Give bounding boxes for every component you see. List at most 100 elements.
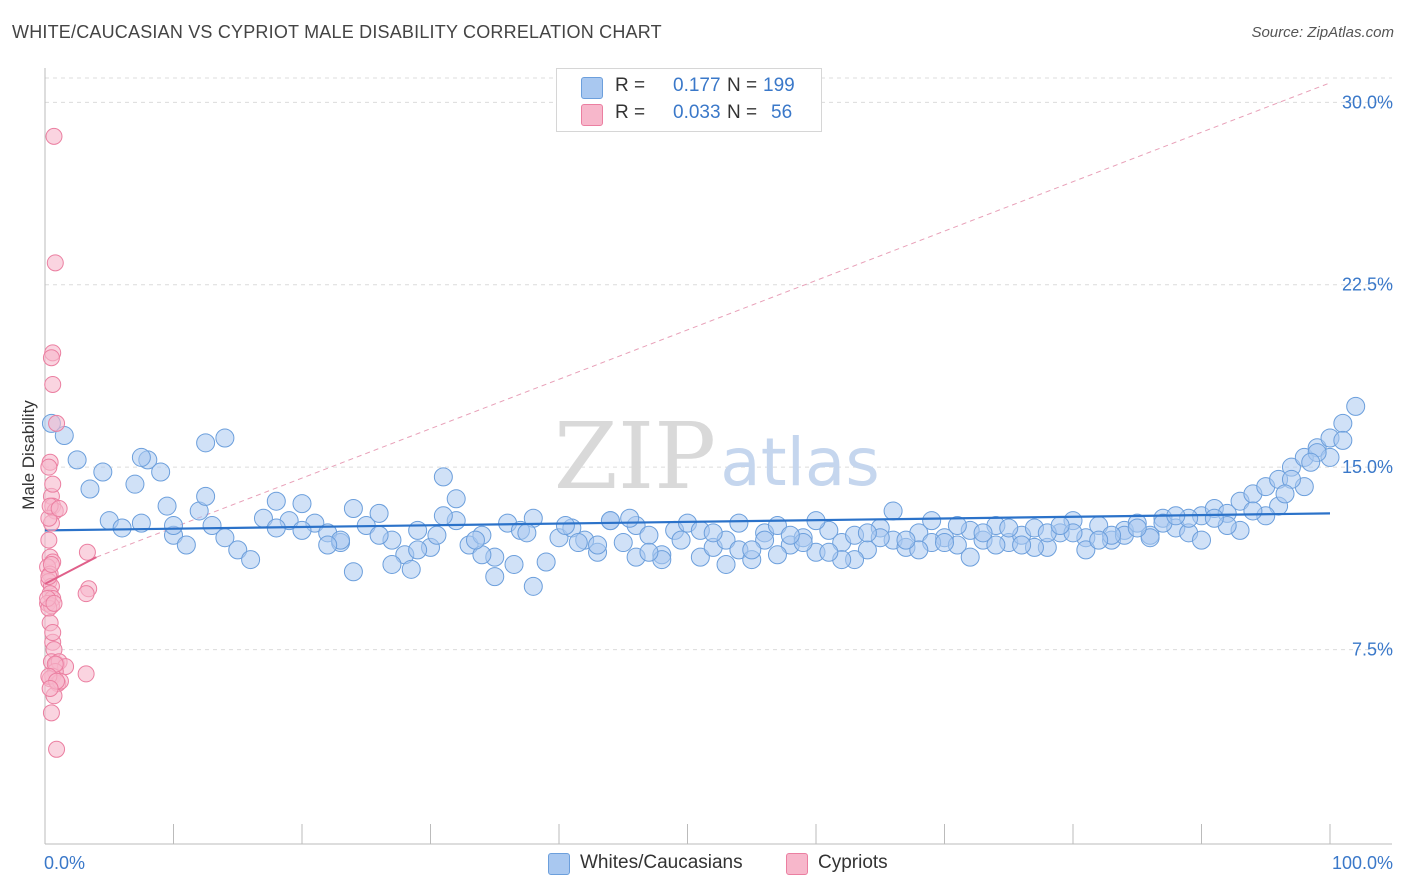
white-point bbox=[620, 508, 640, 528]
white-point bbox=[755, 530, 775, 550]
white-point bbox=[1275, 484, 1295, 504]
white-point bbox=[215, 428, 235, 448]
white-point bbox=[1050, 516, 1070, 536]
white-point bbox=[613, 533, 633, 553]
white-point bbox=[125, 474, 145, 494]
white-point bbox=[504, 554, 524, 574]
legend-n-value: 199 bbox=[763, 75, 795, 96]
y-tick-label: 7.5% bbox=[1352, 640, 1393, 660]
legend-n-label: N = bbox=[727, 75, 758, 96]
white-point bbox=[343, 562, 363, 582]
x-tick-label: 0.0% bbox=[44, 853, 85, 873]
white-point bbox=[883, 501, 903, 521]
white-point bbox=[157, 496, 177, 516]
white-point bbox=[1140, 528, 1160, 548]
white-point bbox=[536, 552, 556, 572]
legend-r-label: R = bbox=[615, 102, 646, 123]
white-point bbox=[729, 513, 749, 533]
white-point bbox=[67, 450, 87, 470]
white-point bbox=[433, 506, 453, 526]
white-point bbox=[517, 523, 537, 543]
white-point bbox=[241, 550, 261, 570]
cypriot-point bbox=[46, 254, 64, 272]
white-point bbox=[986, 535, 1006, 555]
white-point bbox=[767, 545, 787, 565]
white-point bbox=[446, 489, 466, 509]
white-point bbox=[1089, 530, 1109, 550]
white-point bbox=[600, 511, 620, 531]
watermark-zip: ZIP bbox=[554, 403, 716, 510]
white-point bbox=[131, 447, 151, 467]
white-point bbox=[1192, 530, 1211, 550]
white-point bbox=[1346, 396, 1366, 416]
white-point bbox=[1301, 452, 1321, 472]
cypriot-point bbox=[40, 531, 58, 549]
white-point bbox=[485, 567, 505, 587]
white-point bbox=[1333, 430, 1353, 450]
bottom-legend-label: Whites/Caucasians bbox=[580, 852, 743, 873]
white-point bbox=[408, 520, 428, 540]
bottom-swatch-white bbox=[548, 853, 570, 875]
cypriot-point bbox=[45, 127, 63, 145]
legend-r-label: R = bbox=[615, 75, 646, 96]
white-point bbox=[93, 462, 113, 482]
trend-lines bbox=[96, 82, 1331, 558]
white-point bbox=[196, 433, 216, 453]
cypriot-point bbox=[48, 740, 66, 758]
white-point bbox=[433, 467, 453, 487]
white-point bbox=[318, 535, 338, 555]
white-point bbox=[176, 535, 196, 555]
white-point bbox=[292, 520, 312, 540]
white-point bbox=[1127, 518, 1147, 538]
cypriot-trend-extension bbox=[96, 82, 1331, 558]
cypriot-point bbox=[42, 704, 60, 722]
cypriot-point bbox=[42, 555, 60, 573]
white-points bbox=[41, 396, 1366, 596]
white-point bbox=[947, 516, 967, 536]
correlation-legend: R = 0.177 N = 199 R = 0.033 N = 56 bbox=[556, 68, 822, 132]
white-point bbox=[266, 491, 286, 511]
white-point bbox=[1243, 501, 1263, 521]
white-point bbox=[973, 523, 993, 543]
white-point bbox=[935, 533, 954, 553]
white-point bbox=[369, 503, 389, 523]
white-point bbox=[1204, 508, 1224, 528]
white-point bbox=[909, 540, 929, 560]
cypriot-point bbox=[44, 624, 62, 642]
x-tick-label: 100.0% bbox=[1332, 853, 1393, 873]
white-point bbox=[164, 516, 183, 536]
cypriot-point bbox=[50, 500, 68, 518]
white-point bbox=[112, 518, 132, 538]
white-point bbox=[819, 542, 839, 562]
white-point bbox=[131, 513, 151, 533]
white-point bbox=[465, 530, 485, 550]
white-point bbox=[1076, 540, 1096, 560]
white-point bbox=[857, 523, 877, 543]
white-point bbox=[523, 576, 543, 596]
cypriot-point bbox=[48, 414, 66, 432]
white-point bbox=[343, 499, 363, 519]
legend-swatch-white bbox=[581, 77, 603, 99]
cypriot-trend-line bbox=[44, 556, 97, 585]
white-point bbox=[671, 530, 691, 550]
white-point bbox=[999, 518, 1019, 538]
white-point bbox=[228, 540, 248, 560]
y-tick-label: 15.0% bbox=[1342, 457, 1393, 477]
axis-labels: 7.5% 15.0% 22.5% 30.0% 0.0% 100.0% Male Disabi… bbox=[19, 92, 1393, 873]
white-point bbox=[960, 547, 980, 567]
white-trend-line bbox=[44, 512, 1331, 532]
y-tick-label: 22.5% bbox=[1342, 275, 1393, 295]
chart-title: WHITE/CAUCASIAN VS CYPRIOT MALE DISABILI… bbox=[12, 22, 662, 42]
legend-n-label: N = bbox=[727, 102, 758, 123]
white-point bbox=[1333, 413, 1353, 433]
source-label: Source: ZipAtlas.com bbox=[1251, 24, 1394, 41]
white-point bbox=[568, 533, 588, 553]
white-point bbox=[196, 486, 216, 506]
axes bbox=[44, 68, 1392, 845]
white-point bbox=[369, 525, 389, 545]
white-point bbox=[292, 494, 312, 514]
white-point bbox=[922, 511, 942, 531]
cypriot-point bbox=[77, 585, 95, 603]
white-point bbox=[1012, 535, 1032, 555]
white-point bbox=[151, 462, 171, 482]
